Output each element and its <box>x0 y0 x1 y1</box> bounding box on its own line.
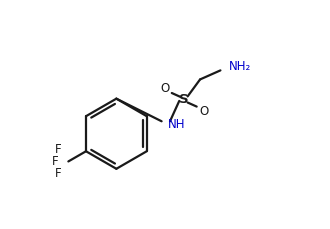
Text: F: F <box>51 155 58 168</box>
Text: S: S <box>180 93 189 106</box>
Text: NH: NH <box>168 118 185 131</box>
Text: O: O <box>199 105 209 118</box>
Text: F: F <box>55 143 61 156</box>
Text: F: F <box>55 167 61 180</box>
Text: NH₂: NH₂ <box>229 60 251 74</box>
Text: O: O <box>160 82 169 95</box>
